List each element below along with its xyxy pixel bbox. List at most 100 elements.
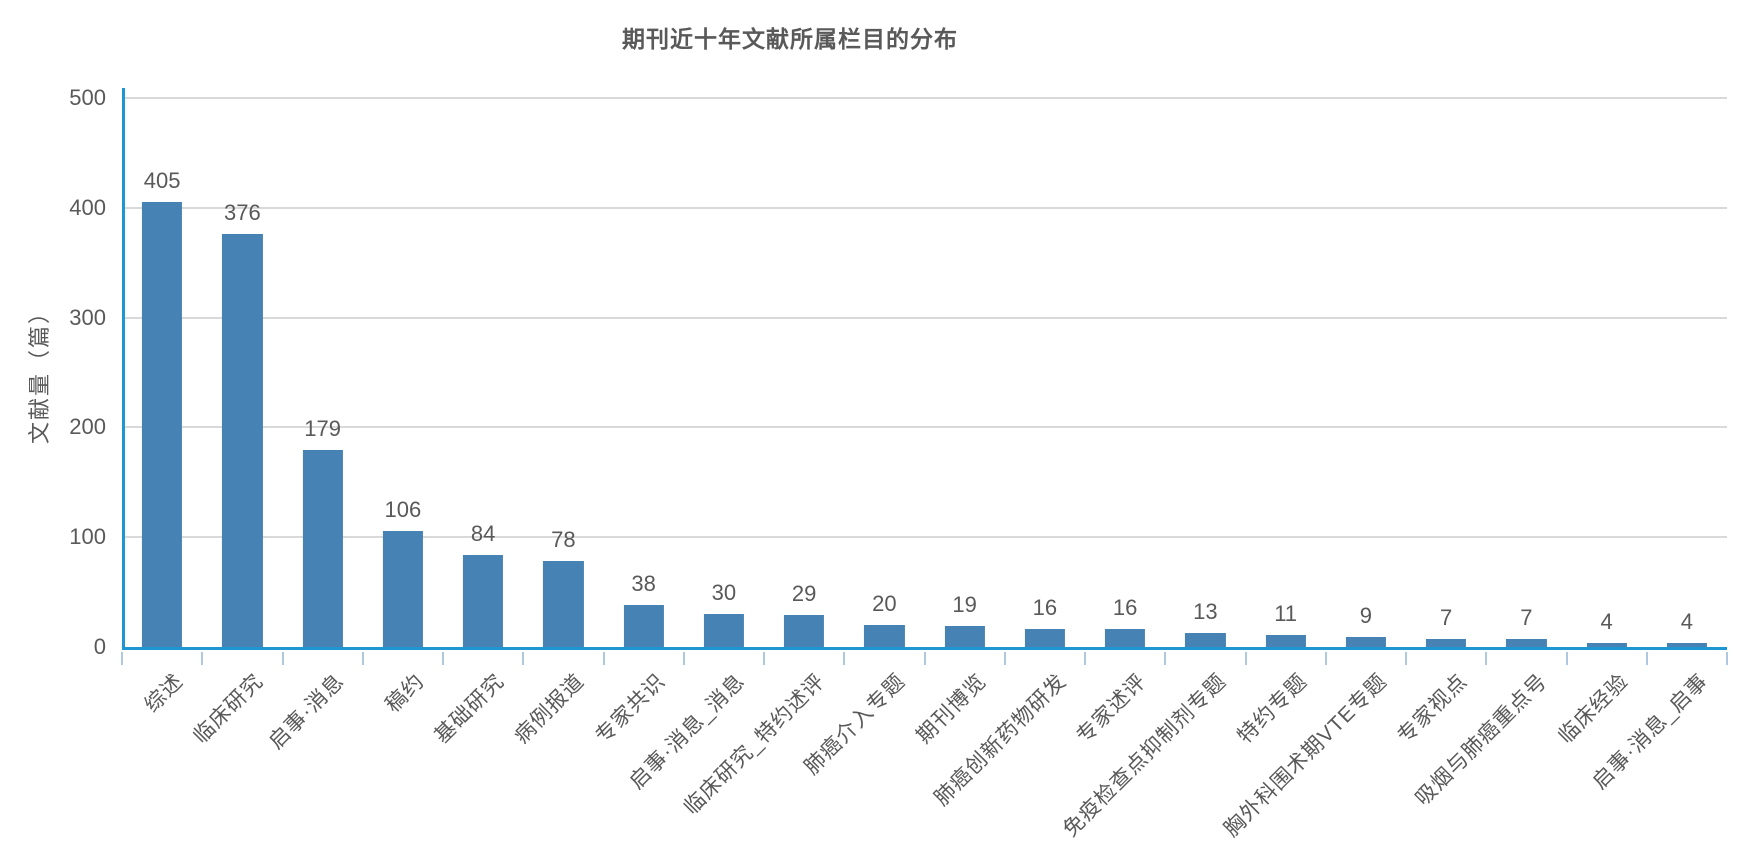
bar[interactable]	[1105, 629, 1146, 647]
x-category-label: 临床研究	[189, 669, 269, 749]
gridline	[122, 426, 1727, 429]
bar-value-label: 7	[1440, 605, 1453, 631]
x-tick-mark	[1164, 652, 1167, 665]
bar[interactable]	[222, 234, 263, 647]
bar-slot: 84	[443, 98, 523, 647]
bar[interactable]	[864, 625, 905, 647]
bar-value-label: 13	[1193, 598, 1218, 624]
x-tick-mark	[1244, 652, 1247, 665]
gridline	[122, 206, 1727, 209]
bar-slot: 20	[844, 98, 924, 647]
bar[interactable]	[382, 530, 423, 647]
bar[interactable]	[1024, 629, 1065, 647]
x-tick-mark	[602, 652, 605, 665]
x-category-label: 临床研究_特约述评	[680, 669, 830, 820]
x-tick-mark	[682, 652, 685, 665]
bar-value-label: 7	[1520, 605, 1533, 631]
bar-slot: 4	[1647, 98, 1727, 647]
bar[interactable]	[142, 202, 183, 647]
x-axis-line	[122, 647, 1727, 650]
x-category-label: 稿约	[381, 669, 429, 717]
x-tick-mark	[923, 652, 926, 665]
plot-area: 405 376 179 106 84 78 38 30 29 20 19 16 16 13 11 9 7 7 4 4	[122, 97, 1727, 647]
bar-slot: 16	[1085, 98, 1165, 647]
bar-value-label: 16	[1032, 595, 1058, 621]
bar[interactable]	[543, 561, 584, 647]
bar-slot: 376	[202, 98, 282, 647]
y-tick-label: 100	[69, 524, 106, 550]
bar-value-label: 29	[791, 581, 817, 607]
bar[interactable]	[1345, 637, 1386, 647]
x-tick-mark	[1003, 652, 1006, 665]
bar-slot: 7	[1406, 98, 1486, 647]
bar[interactable]	[1426, 639, 1467, 647]
bar-value-label: 30	[711, 580, 737, 606]
x-tick-mark	[121, 652, 123, 665]
bar-value-label: 78	[551, 527, 576, 553]
bar-value-label: 84	[470, 520, 496, 546]
bar-slot: 29	[764, 98, 844, 647]
y-axis-line	[122, 88, 125, 650]
bar-value-label: 4	[1680, 608, 1693, 634]
bar[interactable]	[944, 626, 985, 647]
x-tick-mark	[1485, 652, 1488, 665]
bar[interactable]	[1185, 632, 1226, 647]
bar-value-label: 38	[631, 571, 656, 597]
y-tick-label: 400	[69, 194, 106, 220]
x-tick-mark	[281, 652, 284, 665]
bar[interactable]	[1586, 642, 1627, 647]
bar-value-label: 16	[1112, 595, 1138, 621]
bar-value-label: 405	[143, 168, 181, 194]
bar-slot: 405	[122, 98, 202, 647]
bar[interactable]	[1265, 634, 1306, 647]
bar[interactable]	[703, 614, 744, 647]
bar-value-label: 19	[952, 592, 977, 618]
x-category-label: 基础研究	[430, 669, 509, 749]
bar-value-label: 179	[304, 416, 341, 442]
x-tick-mark	[522, 652, 525, 665]
y-tick-label: 0	[93, 634, 106, 659]
bar-slot: 11	[1246, 98, 1326, 647]
bar-slot: 4	[1567, 98, 1647, 647]
chart-title: 期刊近十年文献所属栏目的分布	[622, 26, 958, 52]
x-tick-mark	[1726, 652, 1728, 665]
bar-slot: 9	[1326, 98, 1406, 647]
bar[interactable]	[784, 615, 825, 647]
bar[interactable]	[463, 554, 504, 647]
bar-slot: 19	[925, 98, 1005, 647]
x-tick-mark	[442, 652, 444, 665]
bar-slot: 13	[1165, 98, 1245, 647]
x-tick-mark	[1324, 652, 1327, 665]
bar-value-label: 4	[1600, 608, 1613, 634]
x-tick-mark	[1405, 652, 1407, 665]
bar-value-label: 376	[224, 200, 261, 226]
x-tick-mark	[361, 652, 364, 665]
bar[interactable]	[1666, 642, 1707, 647]
bar[interactable]	[302, 450, 343, 647]
bar-slot: 106	[363, 98, 443, 647]
x-tick-mark	[843, 652, 846, 665]
bar-value-label: 11	[1274, 600, 1298, 626]
gridline	[122, 97, 1727, 99]
bar-slot: 7	[1486, 98, 1566, 647]
bar-slot: 30	[684, 98, 764, 647]
bar-value-label: 9	[1359, 603, 1372, 629]
x-category-label: 启事·消息	[264, 669, 349, 754]
y-tick-label: 500	[69, 85, 106, 110]
x-category-label: 综述	[140, 669, 188, 717]
bar[interactable]	[623, 605, 664, 647]
bar-slot: 16	[1005, 98, 1085, 647]
x-tick-mark	[1565, 652, 1568, 665]
bar-value-label: 20	[872, 591, 897, 617]
gridline	[122, 316, 1727, 319]
x-tick-mark	[763, 652, 765, 665]
bar-slot: 78	[523, 98, 603, 647]
bar-slot: 38	[604, 98, 684, 647]
y-tick-label: 200	[69, 414, 106, 440]
x-category-label: 病例报道	[510, 669, 590, 749]
bar-slot: 179	[283, 98, 363, 647]
y-tick-label: 300	[69, 304, 106, 330]
x-tick-mark	[201, 652, 204, 665]
bar[interactable]	[1506, 639, 1547, 647]
